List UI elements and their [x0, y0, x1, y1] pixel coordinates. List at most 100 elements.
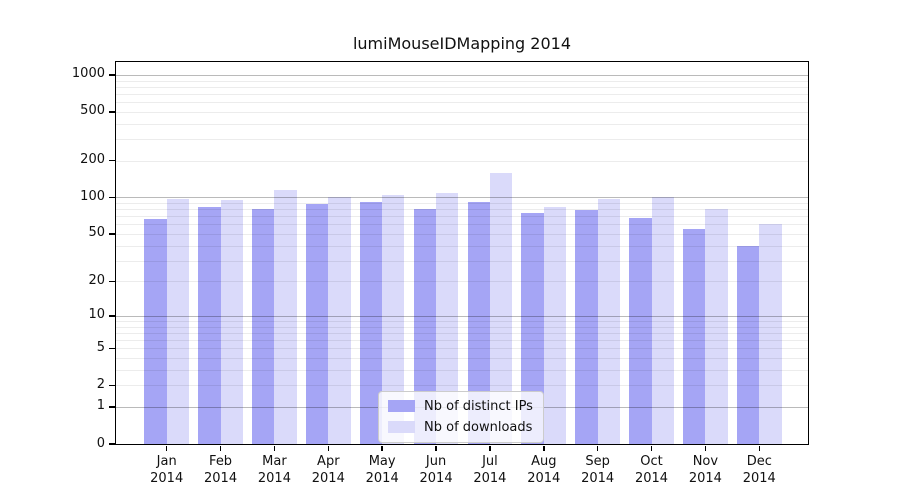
y-tick	[108, 74, 115, 76]
minor-gridline	[116, 102, 808, 104]
bar-distinct-ips-may	[359, 202, 383, 444]
x-tick-month: Jan	[156, 454, 177, 469]
x-tick-month: Mar	[262, 454, 287, 469]
x-tick	[381, 445, 383, 451]
y-tick	[108, 233, 115, 235]
y-tick-label: 1000	[71, 66, 105, 82]
y-tick-label: 2	[96, 376, 105, 392]
minor-gridline	[116, 93, 808, 95]
x-tick-month: Nov	[692, 454, 719, 469]
minor-gridline	[116, 385, 808, 387]
y-tick	[108, 443, 115, 445]
bar-distinct-ips-apr	[306, 204, 329, 444]
minor-gridline	[116, 209, 808, 211]
y-tick-label: 200	[80, 152, 105, 168]
x-tick-month: May	[368, 454, 396, 469]
bar-downloads-feb	[220, 200, 243, 444]
legend-row: Nb of downloads	[388, 418, 533, 436]
bar-distinct-ips-jan	[144, 219, 167, 444]
y-tick-label: 5	[96, 339, 105, 355]
x-tick-year: 2014	[581, 471, 615, 486]
minor-gridline	[116, 216, 808, 218]
x-tick	[704, 445, 707, 451]
x-tick	[596, 445, 599, 451]
x-tick-year: 2014	[419, 471, 453, 486]
x-tick-month: Sep	[585, 454, 610, 469]
minor-gridline	[116, 86, 808, 88]
minor-gridline	[116, 369, 808, 371]
y-tick-label: 50	[88, 225, 105, 241]
x-tick-year: 2014	[634, 471, 669, 486]
x-tick-month: Jun	[425, 454, 447, 469]
bar-distinct-ips-aug	[521, 212, 544, 444]
minor-gridline	[116, 160, 808, 162]
x-tick-year: 2014	[365, 471, 399, 486]
bar-distinct-ips-nov	[683, 228, 706, 444]
x-tick-year: 2014	[688, 471, 722, 486]
major-gridline	[116, 197, 808, 199]
chart-title: lumiMouseIDMapping 2014	[352, 34, 572, 53]
x-tick-label: Aug 2014	[514, 453, 574, 487]
minor-gridline	[116, 358, 808, 360]
minor-gridline	[116, 326, 808, 328]
x-tick-month: Aug	[531, 454, 557, 469]
bar-downloads-jul	[489, 172, 513, 444]
x-tick-label: Jul 2014	[460, 453, 520, 487]
bar-distinct-ips-oct	[629, 217, 652, 444]
y-tick-label: 0	[96, 435, 105, 451]
y-tick	[108, 196, 115, 199]
legend-label: Nb of distinct IPs	[424, 398, 533, 414]
x-tick-year: 2014	[204, 471, 238, 486]
minor-gridline	[116, 340, 808, 342]
minor-gridline	[116, 224, 808, 226]
x-tick-year: 2014	[257, 471, 291, 486]
x-tick-year: 2014	[473, 471, 507, 486]
x-tick-label: Jan 2014	[137, 453, 197, 487]
y-tick	[108, 347, 115, 350]
bar-downloads-dec	[759, 224, 782, 444]
bar-downloads-apr	[328, 197, 351, 444]
x-tick-month: Oct	[640, 454, 663, 469]
minor-gridline	[116, 203, 808, 205]
x-tick-year: 2014	[311, 471, 345, 486]
bar-distinct-ips-mar	[252, 208, 275, 444]
x-tick-label: Dec 2014	[729, 453, 789, 487]
x-tick-label: Jun 2014	[406, 453, 466, 487]
x-tick-month: Dec	[746, 454, 772, 469]
minor-gridline	[116, 139, 808, 141]
minor-gridline	[116, 245, 808, 247]
x-tick-label: Sep 2014	[568, 453, 628, 487]
bar-downloads-oct	[651, 197, 674, 444]
y-tick	[108, 111, 115, 113]
y-tick-label: 500	[80, 103, 105, 119]
x-tick	[165, 445, 168, 451]
y-tick	[108, 159, 115, 162]
bar-distinct-ips-dec	[736, 245, 760, 444]
x-tick-label: Oct 2014	[622, 453, 682, 487]
minor-gridline	[116, 123, 808, 125]
bar-distinct-ips-jun	[413, 209, 437, 444]
x-tick	[543, 445, 545, 451]
minor-gridline	[116, 233, 808, 235]
bar-downloads-aug	[543, 206, 567, 444]
minor-gridline	[116, 348, 808, 350]
x-tick	[435, 445, 437, 451]
bar-downloads-sep	[597, 198, 620, 444]
legend-label: Nb of downloads	[424, 419, 533, 435]
x-tick-month: Apr	[317, 454, 340, 469]
y-tick	[108, 315, 115, 317]
bar-downloads-nov	[705, 208, 728, 444]
y-tick	[108, 280, 115, 283]
x-tick	[219, 445, 222, 451]
bar-distinct-ips-sep	[575, 209, 598, 444]
downloads-legend-swatch	[388, 421, 415, 433]
distinct-ips-legend-swatch	[388, 400, 415, 412]
x-tick-label: Feb 2014	[191, 453, 251, 487]
x-tick-label: Mar 2014	[244, 453, 304, 487]
x-tick-label: May 2014	[352, 453, 412, 487]
x-tick-label: Nov 2014	[675, 453, 735, 487]
bar-downloads-jan	[166, 199, 189, 444]
y-tick-label: 20	[88, 272, 105, 288]
minor-gridline	[116, 281, 808, 283]
